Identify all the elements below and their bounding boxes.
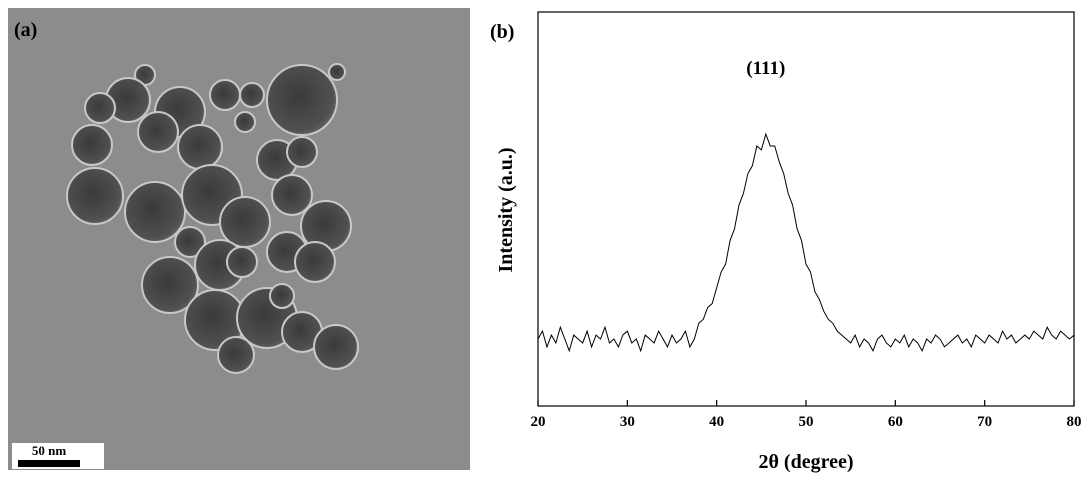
- x-tick-label: 40: [709, 414, 724, 430]
- peak-annotation: (111): [746, 58, 785, 79]
- nanoparticles: [66, 63, 359, 374]
- scale-bar-label: 50 nm: [32, 443, 66, 458]
- scale-bar: [18, 460, 80, 467]
- xrd-line: [537, 132, 1075, 353]
- x-tick-label: 60: [888, 414, 903, 430]
- x-tick-label: 20: [531, 414, 546, 430]
- x-tick-label: 80: [1067, 414, 1082, 430]
- x-tick-label: 30: [620, 414, 635, 430]
- x-tick-label: 70: [977, 414, 992, 430]
- tem-image: 50 nm (a): [8, 8, 470, 470]
- x-tick-label: 50: [799, 414, 814, 430]
- x-axis-label: 2θ (degree): [758, 451, 853, 473]
- y-axis-label: Intensity (a.u.): [495, 147, 517, 272]
- panel-label: (b): [490, 21, 514, 43]
- panel-label: (a): [14, 19, 37, 41]
